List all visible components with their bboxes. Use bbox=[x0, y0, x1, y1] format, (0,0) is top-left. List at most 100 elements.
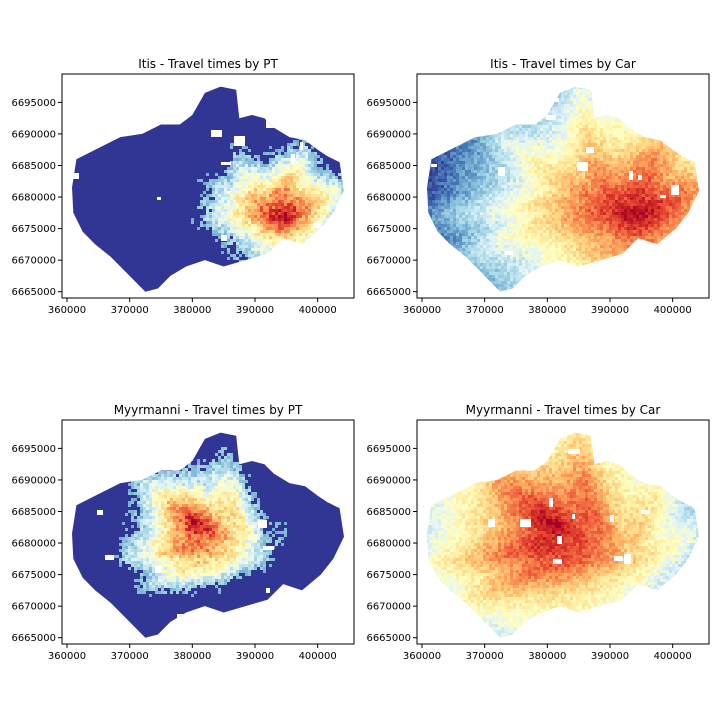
no-data-gap bbox=[698, 585, 699, 593]
no-data-gap bbox=[72, 173, 79, 179]
y-tick-label: 6690000 bbox=[366, 129, 411, 140]
x-axis: 360000 370000 380000 390000 400000 bbox=[403, 298, 692, 316]
y-tick-label: 6670000 bbox=[11, 256, 56, 267]
no-data-gap bbox=[649, 116, 656, 120]
y-tick-label: 6670000 bbox=[366, 602, 411, 613]
subplot-title: Myyrmanni - Travel times by Car bbox=[466, 403, 661, 417]
no-data-gap bbox=[667, 111, 676, 118]
x-tick-label: 370000 bbox=[466, 305, 504, 316]
no-data-gap bbox=[488, 640, 498, 644]
y-tick-label: 6665000 bbox=[11, 287, 56, 298]
no-data-gap bbox=[597, 265, 601, 272]
x-tick-label: 370000 bbox=[111, 305, 149, 316]
no-data-gap bbox=[161, 421, 167, 427]
no-data-gap bbox=[638, 175, 642, 180]
no-data-gap bbox=[512, 442, 524, 446]
no-data-gap bbox=[234, 136, 245, 146]
y-tick-label: 6670000 bbox=[11, 602, 56, 613]
no-data-gap bbox=[130, 634, 140, 638]
y-tick-label: 6695000 bbox=[11, 444, 56, 455]
no-data-gap bbox=[343, 515, 344, 523]
x-tick-label: 360000 bbox=[48, 651, 86, 662]
no-data-gap bbox=[549, 618, 560, 622]
no-data-gap bbox=[662, 103, 674, 108]
no-data-gap bbox=[221, 235, 227, 241]
no-data-gap bbox=[610, 515, 614, 522]
no-data-gap bbox=[72, 477, 81, 481]
x-tick-label: 400000 bbox=[654, 305, 692, 316]
no-data-gap bbox=[105, 555, 114, 560]
x-tick-label: 360000 bbox=[403, 305, 441, 316]
no-data-gap bbox=[313, 223, 321, 228]
no-data-gap bbox=[551, 620, 556, 623]
no-data-gap bbox=[338, 238, 344, 247]
no-data-gap bbox=[348, 234, 353, 238]
subplot-title: Itis - Travel times by PT bbox=[138, 57, 278, 71]
x-tick-label: 380000 bbox=[173, 651, 211, 662]
y-tick-label: 6665000 bbox=[11, 633, 56, 644]
x-axis: 360000 370000 380000 390000 400000 bbox=[48, 644, 337, 662]
no-data-gap bbox=[320, 630, 331, 637]
no-data-gap bbox=[660, 195, 666, 198]
x-tick-label: 400000 bbox=[299, 651, 337, 662]
no-data-gap bbox=[505, 251, 513, 255]
no-data-gap bbox=[324, 473, 336, 482]
y-tick-label: 6675000 bbox=[11, 224, 56, 235]
y-tick-label: 6675000 bbox=[366, 224, 411, 235]
no-data-gap bbox=[549, 498, 553, 507]
no-data-gap bbox=[446, 472, 453, 477]
no-data-gap bbox=[488, 519, 495, 527]
subplot-title: Myyrmanni - Travel times by PT bbox=[114, 403, 303, 417]
no-data-gap bbox=[97, 510, 103, 515]
no-data-gap bbox=[587, 277, 591, 281]
no-data-gap bbox=[644, 423, 650, 428]
no-data-gap bbox=[134, 432, 137, 435]
no-data-gap bbox=[586, 147, 594, 153]
no-data-gap bbox=[190, 280, 199, 289]
x-tick-label: 390000 bbox=[236, 305, 274, 316]
y-tick-label: 6680000 bbox=[366, 193, 411, 204]
no-data-gap bbox=[532, 278, 538, 281]
x-axis: 360000 370000 380000 390000 400000 bbox=[48, 298, 337, 316]
y-tick-label: 6680000 bbox=[366, 539, 411, 550]
no-data-gap bbox=[157, 197, 161, 200]
y-tick-label: 6690000 bbox=[11, 475, 56, 486]
no-data-gap bbox=[266, 120, 277, 128]
y-tick-label: 6685000 bbox=[11, 507, 56, 518]
axes-frame bbox=[416, 73, 710, 299]
y-axis: 6665000 6670000 6675000 6680000 6685000 66900… bbox=[366, 444, 417, 644]
no-data-gap bbox=[572, 514, 575, 519]
no-data-gap bbox=[420, 424, 426, 430]
no-data-gap bbox=[427, 286, 438, 292]
y-tick-label: 6685000 bbox=[366, 161, 411, 172]
no-data-gap bbox=[498, 167, 505, 176]
x-tick-label: 380000 bbox=[528, 305, 566, 316]
subplot-title: Itis - Travel times by Car bbox=[490, 57, 636, 71]
y-tick-label: 6695000 bbox=[11, 98, 56, 109]
y-tick-label: 6690000 bbox=[11, 129, 56, 140]
no-data-gap bbox=[506, 459, 517, 462]
no-data-gap bbox=[568, 449, 580, 454]
no-data-gap bbox=[87, 438, 92, 443]
y-tick-label: 6695000 bbox=[366, 98, 411, 109]
no-data-gap bbox=[221, 426, 226, 432]
axes-frame bbox=[61, 419, 355, 645]
y-tick-label: 6685000 bbox=[366, 507, 411, 518]
no-data-gap bbox=[88, 488, 92, 496]
no-data-gap bbox=[579, 631, 585, 635]
no-data-gap bbox=[300, 295, 305, 304]
y-tick-label: 6685000 bbox=[11, 161, 56, 172]
no-data-gap bbox=[330, 223, 338, 232]
axes-frame bbox=[416, 419, 710, 645]
x-tick-label: 360000 bbox=[48, 305, 86, 316]
x-axis: 360000 370000 380000 390000 400000 bbox=[403, 644, 692, 662]
no-data-gap bbox=[258, 520, 267, 528]
y-axis: 6665000 6670000 6675000 6680000 6685000 66900… bbox=[11, 444, 62, 644]
x-tick-label: 380000 bbox=[173, 305, 211, 316]
no-data-gap bbox=[347, 272, 351, 281]
no-data-gap bbox=[661, 115, 664, 124]
no-data-gap bbox=[625, 281, 629, 289]
y-tick-label: 6695000 bbox=[366, 444, 411, 455]
no-data-gap bbox=[221, 162, 231, 165]
